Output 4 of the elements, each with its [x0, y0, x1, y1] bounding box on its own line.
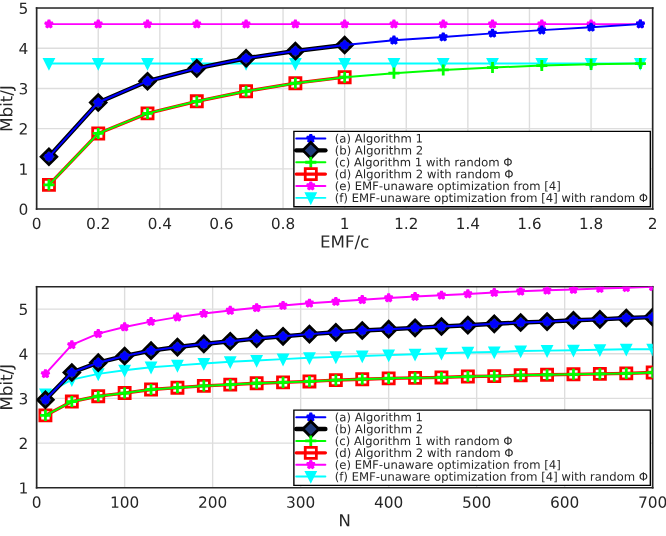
x-axis-title: EMF/c: [321, 235, 369, 250]
x-axis-title: N: [340, 514, 350, 527]
y-axis-title: Mbit/J: [0, 365, 16, 409]
y-axis-title: Mbit/J: [0, 86, 16, 131]
